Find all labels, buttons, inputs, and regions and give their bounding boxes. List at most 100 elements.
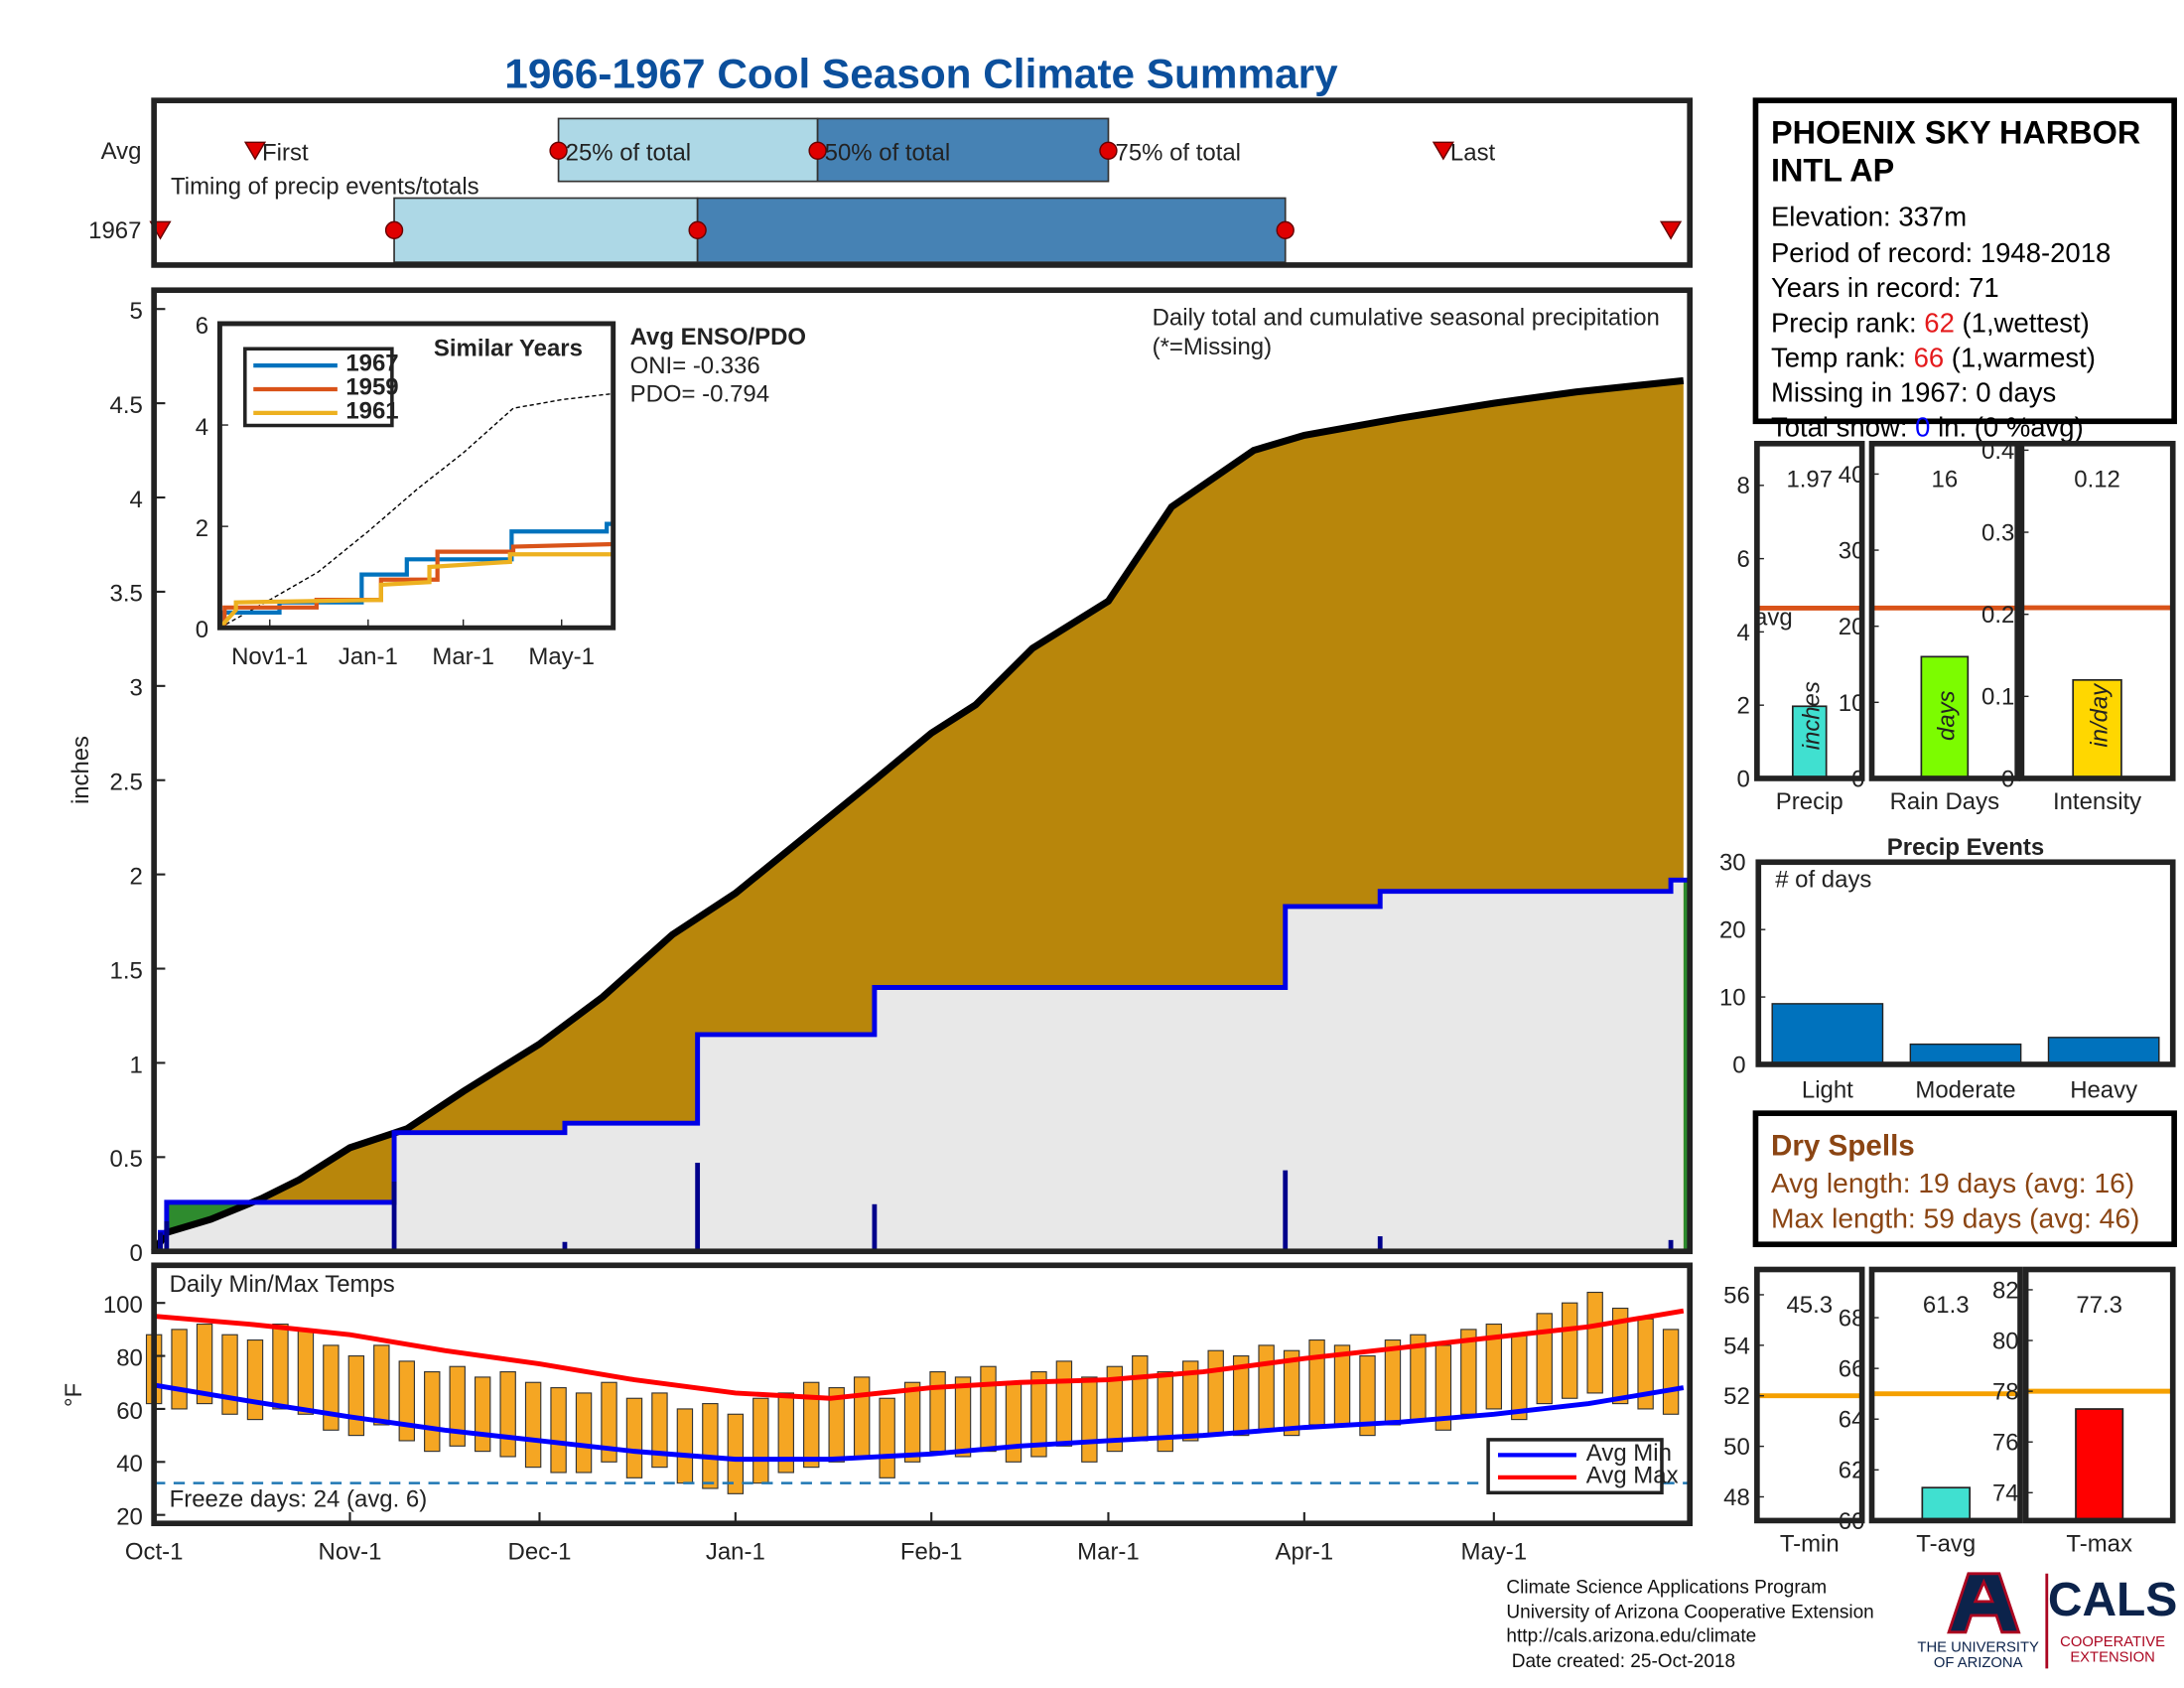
x-tick-label: Mar-1 [1077,1539,1140,1566]
y-tick-label: 2 [130,864,143,891]
daily-bar [695,1163,701,1252]
y-tick-label: 80 [1992,1329,2019,1355]
row-label: 1967 [88,217,141,244]
y-tick-label: 2.5 [110,770,143,796]
y-tick-label: 20 [116,1504,143,1531]
y-tick-label: 10 [1839,690,1865,717]
temp-range-bar [1232,1355,1250,1437]
temp-range-bar [221,1334,238,1415]
value-label: 77.3 [2076,1292,2122,1319]
temp-range-bar [424,1371,441,1453]
temp-range-bar [1182,1360,1199,1442]
temp-range-bar [803,1381,820,1469]
temp-range-bar [1511,1334,1528,1421]
y-tick-label: 30 [1839,538,1865,565]
enso-text: ONI= -0.336 [630,352,760,379]
temp-range-bar [1359,1355,1376,1437]
category-label: Light [1802,1077,1853,1104]
value-label: 16 [1932,466,1959,492]
plot-frame [151,287,1693,1255]
y-tick-label: 74 [1992,1480,2019,1507]
footer-line: Climate Science Applications Program [1506,1577,1827,1598]
avg-temp-line [153,1308,1685,1401]
inset-x-tick-label: Jan-1 [339,643,398,670]
y-tick-label: 48 [1723,1484,1750,1511]
y-tick-label: 62 [1839,1458,1865,1484]
station-line: Elevation: 337m [1771,202,1967,232]
timing-marker [1099,141,1118,160]
station-name: INTL AP [1771,153,1894,189]
y-tick-label: 0.2 [1981,602,2014,629]
enso-text: PDO= -0.794 [630,381,769,408]
temp-range-bar [1662,1329,1680,1415]
y-tick-label: 30 [1719,850,1746,877]
y-tick-label: 0 [2001,766,2014,792]
inset-avg-line [219,392,614,629]
y-tick-label: 0 [130,1240,143,1267]
timing-marker [1432,141,1454,161]
station-name: PHOENIX SKY HARBOR [1771,115,2140,151]
unit-label: inches [1799,681,1826,750]
inset-x-tick-label: Mar-1 [432,643,494,670]
category-label: T-max [2066,1530,2132,1557]
y-tick-label: 0 [1736,766,1749,792]
temp-range-bar [1030,1371,1047,1458]
enso-text: Avg ENSO/PDO [630,324,806,351]
station-line: Temp rank: 66 (1,warmest) [1771,343,2096,373]
dry-spells-box: Dry Spells Avg length: 19 days (avg: 16)… [1752,1110,2177,1248]
legend-label: 1961 [345,398,398,425]
y-tick-label: 20 [1839,614,1865,640]
temp-range-bar [499,1371,516,1458]
temp-range-bar [828,1387,845,1463]
logo-text: COOPERATIVE [2060,1634,2165,1650]
summary-bar [1920,655,1970,778]
events-note: # of days [1775,867,1871,894]
daily-bar [391,1182,397,1252]
station-text: Temp rank: [1771,343,1914,373]
temp-range-bar [196,1323,213,1405]
ua-logo [1947,1572,2021,1634]
inset-x-tick-label: Nov1-1 [231,643,308,670]
events-title: Precip Events [1887,834,2044,861]
station-text: (1,wettest) [1955,307,2090,338]
quartile-box [393,197,699,263]
temp-legend [1486,1438,1664,1495]
value-label: 61.3 [1923,1292,1970,1319]
temp-range-bar [1562,1302,1578,1399]
temp-range-bar [1283,1349,1300,1437]
y-tick-label: 82 [1992,1277,2019,1304]
station-rank: 62 [1924,307,1955,338]
temp-range-bar [1308,1338,1325,1426]
temp-title: Daily Min/Max Temps [170,1271,395,1298]
temp-range-bar [601,1381,617,1463]
events-bar [2047,1037,2160,1065]
timing-marker [808,141,827,160]
summary-frame [1868,1266,2023,1524]
x-tick-label: Apr-1 [1276,1539,1334,1566]
temp-range-bar [246,1338,264,1421]
timing-marker [549,141,568,160]
row-label: Avg [101,138,142,165]
category-label: Rain Days [1890,788,2000,815]
timing-marker [243,141,267,161]
summary-bar [2075,1408,2124,1521]
temp-range-bar [550,1387,567,1474]
temp-range-bar [272,1323,289,1410]
x-tick-label: Oct-1 [125,1539,184,1566]
temp-range-bar [524,1381,542,1469]
events-frame [1755,859,2176,1067]
station-text: Total snow: [1771,412,1915,443]
station-line: Missing in 1967: 0 days [1771,377,2056,408]
chart-title: Daily total and cumulative seasonal prec… [1153,304,1660,331]
timing-label: Last [1450,140,1496,167]
y-tick-label: 8 [1736,473,1749,499]
y-tick-label: 60 [116,1398,143,1425]
footer: Climate Science Applications Program Uni… [1506,1572,2177,1672]
chart-subtitle: (*=Missing) [1153,334,1272,360]
temp-range-bar [954,1376,972,1458]
station-line: Precip rank: 62 (1,wettest) [1771,307,2090,338]
inset-y-tick-label: 0 [196,617,208,643]
y-tick-label: 40 [116,1451,143,1477]
page-title: 1966-1967 Cool Season Climate Summary [504,51,1338,97]
